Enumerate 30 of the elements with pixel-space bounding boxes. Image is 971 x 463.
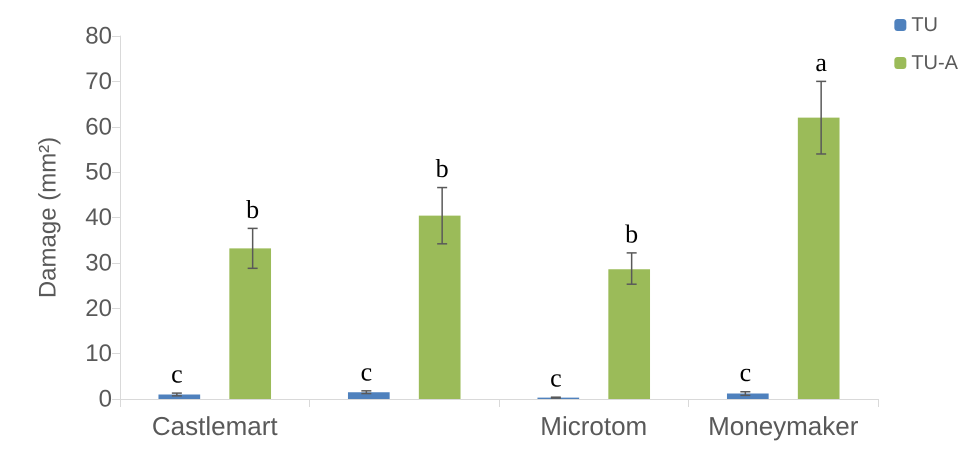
x-tick-label: Castlemart <box>152 411 278 441</box>
data-label: c <box>360 357 372 386</box>
data-label: b <box>436 154 449 184</box>
data-label: c <box>740 358 752 388</box>
data-label: c <box>550 364 562 393</box>
bar <box>158 394 200 399</box>
legend-label: TU <box>911 14 938 36</box>
data-label: b <box>246 194 260 224</box>
y-axis-title: Damage (mm²) <box>34 136 62 298</box>
y-tick-label: 0 <box>98 386 112 412</box>
bar <box>798 118 840 399</box>
bar <box>229 248 272 399</box>
y-tick-label: 50 <box>85 158 112 186</box>
data-label: a <box>815 48 828 77</box>
bar <box>348 392 390 399</box>
y-tick-label: 70 <box>85 68 112 95</box>
data-label: b <box>625 219 638 248</box>
y-tick-label: 40 <box>85 204 112 231</box>
bar <box>418 216 461 399</box>
y-tick-label: 30 <box>85 249 112 276</box>
bar <box>608 269 650 399</box>
x-tick-label: Moneymaker <box>708 411 859 441</box>
y-tick-label: 60 <box>85 113 112 140</box>
y-tick-label: 80 <box>85 22 112 50</box>
y-tick-label: 20 <box>85 294 112 322</box>
x-tick-label: Microtom <box>540 411 648 441</box>
y-tick-label: 10 <box>85 340 112 368</box>
data-label: c <box>171 360 183 389</box>
legend-label: TU-A <box>911 52 959 74</box>
bar <box>726 394 769 399</box>
